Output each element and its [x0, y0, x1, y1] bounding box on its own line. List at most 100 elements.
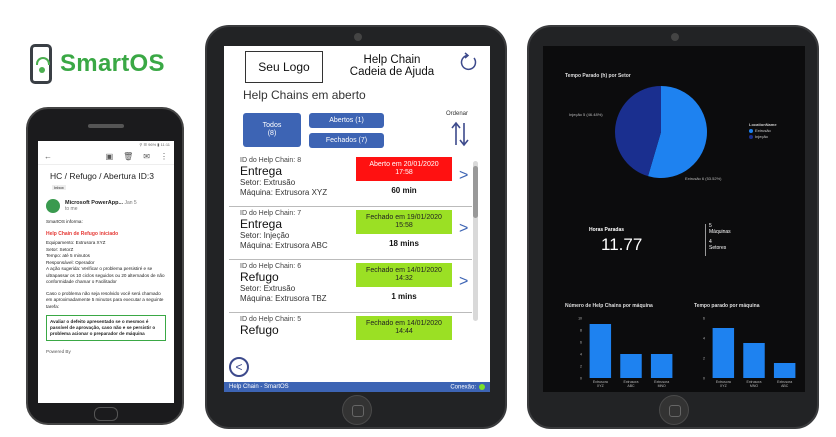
- chevron-left-icon: <: [235, 360, 243, 374]
- kpi-machines-label: Máquinas: [709, 229, 731, 235]
- item-sector: Setor: Extrusão: [240, 178, 296, 187]
- kpi-sectors-value: 4: [709, 239, 712, 245]
- tablet-home-button: [659, 395, 689, 425]
- kpi-sectors: 4 Setores: [709, 239, 726, 251]
- status-date: Fechado em 14/01/2020: [366, 320, 442, 327]
- dashboard-screen: Tempo Parado (h) por Setor Injeção 5 (46…: [543, 46, 805, 392]
- status-time: 15:58: [395, 222, 413, 229]
- subject-text: HC / Refugo / Abertura ID:3: [50, 171, 154, 181]
- y-tick-label: 6: [703, 317, 705, 321]
- list-item[interactable]: ID do Help Chain: 5 Refugo Fechado em 14…: [229, 313, 472, 356]
- pie-label-injecao: Injeção 5 (46.48%): [569, 112, 603, 117]
- bar[interactable]: [589, 324, 612, 378]
- email-intro: SmartOS informa:: [46, 219, 83, 224]
- filter-closed-button[interactable]: Fechados (7): [309, 133, 384, 148]
- bar[interactable]: [743, 343, 765, 378]
- status-time: 14:32: [395, 275, 413, 282]
- bar[interactable]: [712, 328, 735, 378]
- x-tick-label: ABC: [627, 384, 635, 388]
- item-type: Refugo: [240, 270, 279, 284]
- connection-status-icon: [479, 383, 485, 390]
- x-tick-label: XYZ: [597, 384, 605, 388]
- list-item[interactable]: ID do Help Chain: 7 Entrega Setor: Injeç…: [229, 207, 472, 260]
- kpi-value: 11.77: [601, 235, 643, 254]
- inbox-badge[interactable]: Inbox: [52, 185, 66, 190]
- item-type: Entrega: [240, 164, 283, 178]
- footer-title: Help Chain - SmartOS: [229, 384, 289, 390]
- x-tick-label: Extrusora: [716, 380, 731, 384]
- list-item[interactable]: ID do Help Chain: 6 Refugo Setor: Extrus…: [229, 260, 472, 313]
- legend-dot-icon: [749, 134, 753, 139]
- filter-open-button[interactable]: Abertos (1): [309, 113, 384, 128]
- y-tick-label: 10: [578, 317, 582, 321]
- archive-icon[interactable]: ▣: [105, 152, 114, 161]
- legend-dot-icon: [749, 128, 753, 133]
- legend-label: Extrusão: [755, 128, 771, 133]
- pie-chart[interactable]: [611, 82, 711, 182]
- bar-chart-help-chains[interactable]: 0246810ExtrusoraXYZExtrusoraABCExtrusora…: [571, 312, 681, 390]
- item-duration: 18 mins: [389, 239, 419, 248]
- status-date: Aberto em 20/01/2020: [369, 161, 439, 168]
- bar[interactable]: [773, 363, 796, 378]
- y-tick-label: 2: [580, 365, 582, 369]
- email-date: Jan 5: [124, 200, 137, 206]
- status-date: Fechado em 14/01/2020: [366, 267, 442, 274]
- y-tick-label: 4: [580, 353, 582, 357]
- tablet-dashboard-mockup: Tempo Parado (h) por Setor Injeção 5 (46…: [527, 25, 819, 429]
- chevron-right-icon[interactable]: >: [459, 273, 469, 290]
- status-date: Fechado em 19/01/2020: [366, 214, 442, 221]
- legend-item-injecao: Injeção: [749, 134, 777, 140]
- y-tick-label: 2: [703, 357, 705, 361]
- chevron-right-icon[interactable]: >: [459, 167, 469, 184]
- delete-icon[interactable]: 🗑: [123, 152, 134, 161]
- help-chain-list: ID do Help Chain: 8 Entrega Setor: Extru…: [229, 154, 472, 356]
- item-sector: Setor: Injeção: [240, 231, 290, 240]
- x-tick-label: XYZ: [720, 384, 728, 388]
- refresh-icon[interactable]: [459, 52, 479, 72]
- y-tick-label: 8: [580, 329, 582, 333]
- pie-slice-extrusao[interactable]: [648, 86, 707, 178]
- legend-item-extrusao: Extrusão: [749, 128, 777, 134]
- sender-name: Microsoft PowerApp...: [65, 200, 124, 206]
- y-tick-label: 4: [703, 337, 705, 341]
- brand-logo: SmartOS: [30, 40, 200, 88]
- sort-label: Ordenar: [446, 111, 469, 117]
- pie-chart-title: Tempo Parado (h) por Setor: [565, 73, 631, 79]
- x-tick-label: MNO: [658, 384, 666, 388]
- filter-all-count: (8): [267, 130, 277, 137]
- recipient[interactable]: to me: [65, 206, 78, 212]
- bar[interactable]: [650, 354, 673, 378]
- bar[interactable]: [620, 354, 642, 378]
- back-button[interactable]: <: [229, 357, 249, 377]
- body-line: Equipamento: Extrusora XYZ: [46, 240, 106, 245]
- list-scrollbar[interactable]: [473, 161, 478, 321]
- help-chain-app-screen: Seu Logo Help Chain Cadeia de Ajuda Help…: [224, 46, 490, 392]
- email-toolbar: ← ▣ 🗑 ✉ ⋮: [38, 149, 174, 165]
- more-icon[interactable]: ⋮: [160, 152, 168, 161]
- kpi-machines-value: 5: [709, 223, 712, 229]
- filter-all-button[interactable]: Todos (8): [243, 113, 301, 147]
- task-box: Avaliar o defeito apresentado se o mesmo…: [46, 315, 166, 341]
- phone-mockup: ⚲ ☰ 96% ▮ 11:11 ← ▣ 🗑 ✉ ⋮ HC / Refugo / …: [26, 107, 184, 425]
- mail-icon[interactable]: ✉: [143, 152, 150, 161]
- status-badge: Fechado em 14/01/2020 14:32: [356, 263, 452, 287]
- body-line: Responsável: Operador: [46, 259, 95, 265]
- list-item[interactable]: ID do Help Chain: 8 Entrega Setor: Extru…: [229, 154, 472, 207]
- x-tick-label: Extrusora: [747, 380, 762, 384]
- item-id: ID do Help Chain: 7: [240, 210, 302, 217]
- chevron-right-icon[interactable]: >: [459, 220, 469, 237]
- status-time: 17:58: [395, 169, 413, 176]
- kpi-divider: [705, 224, 706, 256]
- bar-chart-1-title: Número de Help Chains por máquina: [565, 303, 653, 309]
- tablet-home-button: [342, 395, 372, 425]
- item-duration: 1 mins: [391, 292, 417, 301]
- email-note: Caso o problema não seja resolvido você …: [46, 290, 164, 309]
- item-id: ID do Help Chain: 8: [240, 157, 302, 164]
- back-arrow-icon[interactable]: ←: [44, 152, 52, 161]
- status-badge: Fechado em 14/01/2020 14:44: [356, 316, 452, 340]
- x-tick-label: ABC: [781, 384, 789, 388]
- sort-icon[interactable]: [450, 121, 470, 147]
- app-footer: Help Chain - SmartOS Conexão:: [224, 382, 490, 392]
- pie-slice-injecao[interactable]: [615, 86, 661, 177]
